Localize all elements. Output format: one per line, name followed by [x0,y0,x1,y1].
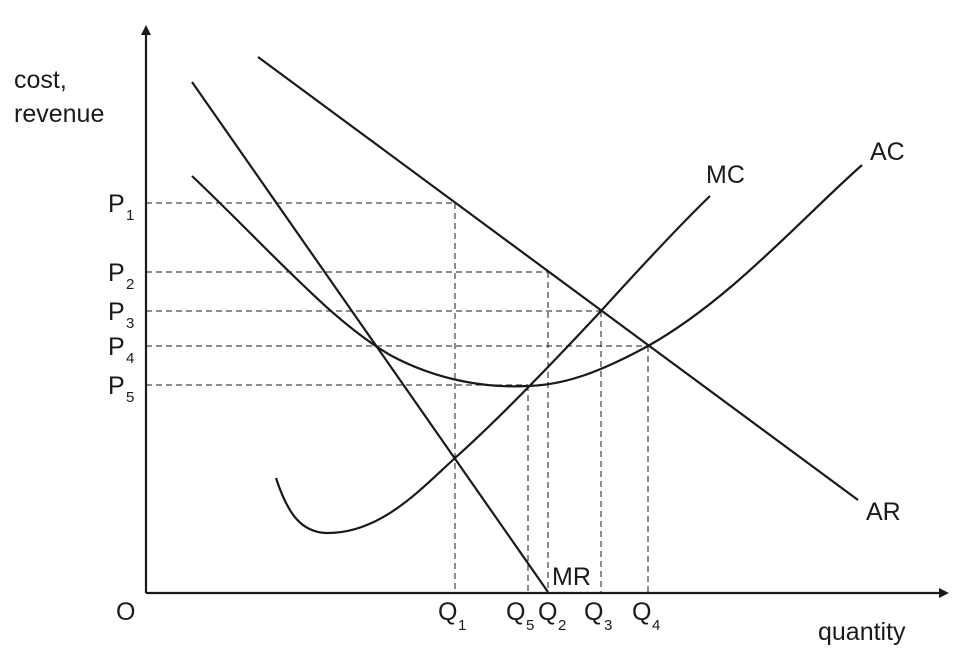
p2-subscript: 2 [126,276,134,293]
q2-label: Q [538,598,557,626]
q2-subscript: 2 [558,617,566,634]
q5-label: Q [506,598,525,626]
p2-label: P [108,259,125,287]
ar-label: AR [866,498,901,526]
q1-subscript: 1 [458,617,466,634]
q4-subscript: 4 [652,617,660,634]
ac-curve [191,164,863,388]
q3-label: Q [584,598,603,626]
y-axis-label-line1: cost, [14,66,67,94]
p4-subscript: 4 [126,350,134,367]
p1-label: P [108,190,125,218]
q5-subscript: 5 [526,617,534,634]
q3-subscript: 3 [604,617,612,634]
q4-label: Q [632,598,651,626]
price-labels: P 1 P 2 P 3 P 4 P 5 [108,190,134,406]
guide-lines [146,202,649,593]
mr-label: MR [552,563,591,591]
y-axis-label-line2: revenue [14,100,104,128]
mc-label: MC [706,161,745,189]
p5-label: P [108,372,125,400]
p3-label: P [108,298,125,326]
ac-label: AC [870,138,905,166]
ar-curve [257,56,859,501]
quantity-labels: Q 1 Q 5 Q 2 Q 3 Q 4 [438,598,660,634]
p5-subscript: 5 [126,389,134,406]
x-axis-label: quantity [818,618,906,646]
p3-subscript: 3 [126,315,134,332]
mc-curve [274,195,711,535]
mr-curve [191,81,549,593]
origin-label: O [116,598,135,626]
p4-label: P [108,333,125,361]
p1-subscript: 1 [126,207,134,224]
q1-label: Q [438,598,457,626]
